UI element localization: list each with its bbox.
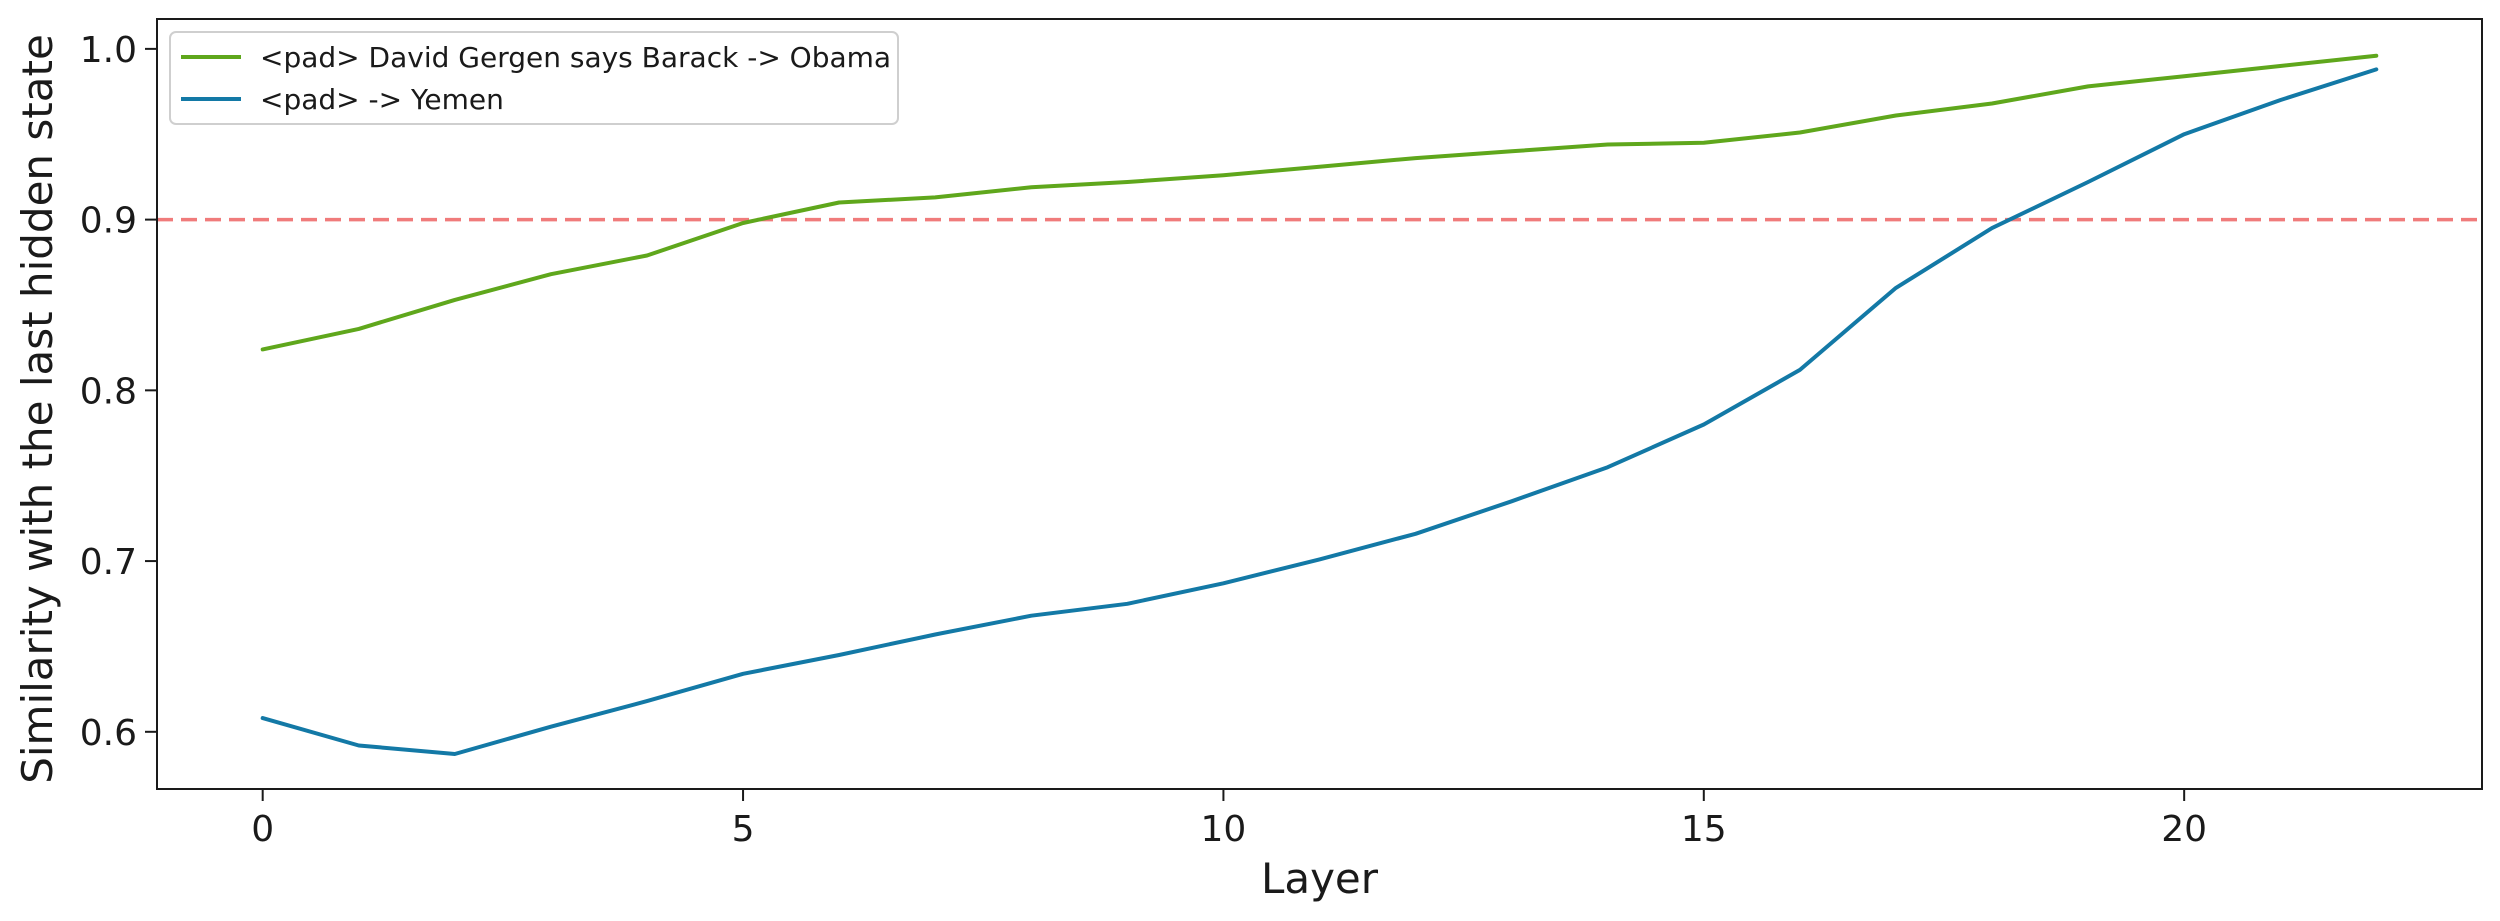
legend: <pad> David Gergen says Barack -> Obama <…	[169, 31, 899, 125]
legend-box	[169, 31, 899, 125]
legend-label-2: <pad> -> Yemen	[260, 83, 504, 116]
y-tick-label: 0.7	[80, 542, 137, 583]
x-axis-ticks: 0 5 10 15 20	[251, 789, 2207, 850]
x-axis-label: Layer	[1261, 854, 1379, 903]
y-tick-label: 0.8	[80, 371, 137, 412]
y-tick-label: 1.0	[80, 30, 137, 71]
x-tick-label: 20	[2161, 809, 2207, 850]
series-line-1	[260, 53, 2379, 352]
y-axis-ticks: 0.6 0.7 0.8 0.9 1.0	[80, 30, 157, 754]
x-tick-label: 15	[1681, 809, 1727, 850]
y-axis-label: Similarity with the last hidden state	[13, 34, 62, 784]
series-layer	[260, 53, 2379, 756]
legend-label-1: <pad> David Gergen says Barack -> Obama	[260, 41, 891, 74]
plot-frame	[156, 18, 2483, 790]
y-tick-label: 0.6	[80, 713, 137, 754]
y-tick-label: 0.9	[80, 201, 137, 242]
x-tick-label: 5	[732, 809, 755, 850]
x-tick-label: 0	[251, 809, 274, 850]
x-tick-label: 10	[1201, 809, 1247, 850]
series-line-2	[260, 67, 2379, 756]
